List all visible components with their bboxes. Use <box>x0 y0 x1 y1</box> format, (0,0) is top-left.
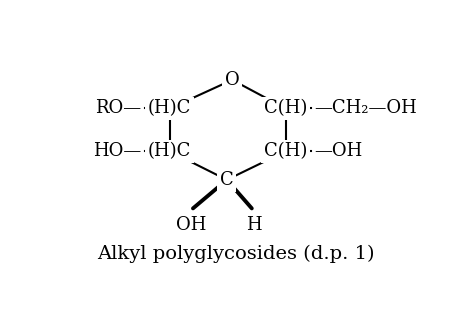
Text: RO—: RO— <box>95 99 141 117</box>
Text: —CH₂—OH: —CH₂—OH <box>313 99 416 117</box>
Text: OH: OH <box>176 216 206 234</box>
Text: HO—: HO— <box>93 142 141 160</box>
Text: Alkyl polyglycosides (d.p. 1): Alkyl polyglycosides (d.p. 1) <box>97 244 374 263</box>
Text: C(H): C(H) <box>263 142 307 160</box>
Text: (H)C: (H)C <box>148 142 191 160</box>
Text: O: O <box>224 71 239 89</box>
Text: C(H): C(H) <box>263 99 307 117</box>
Text: H: H <box>245 216 261 234</box>
Text: —OH: —OH <box>313 142 362 160</box>
Text: (H)C: (H)C <box>148 99 191 117</box>
Text: C: C <box>219 171 233 189</box>
